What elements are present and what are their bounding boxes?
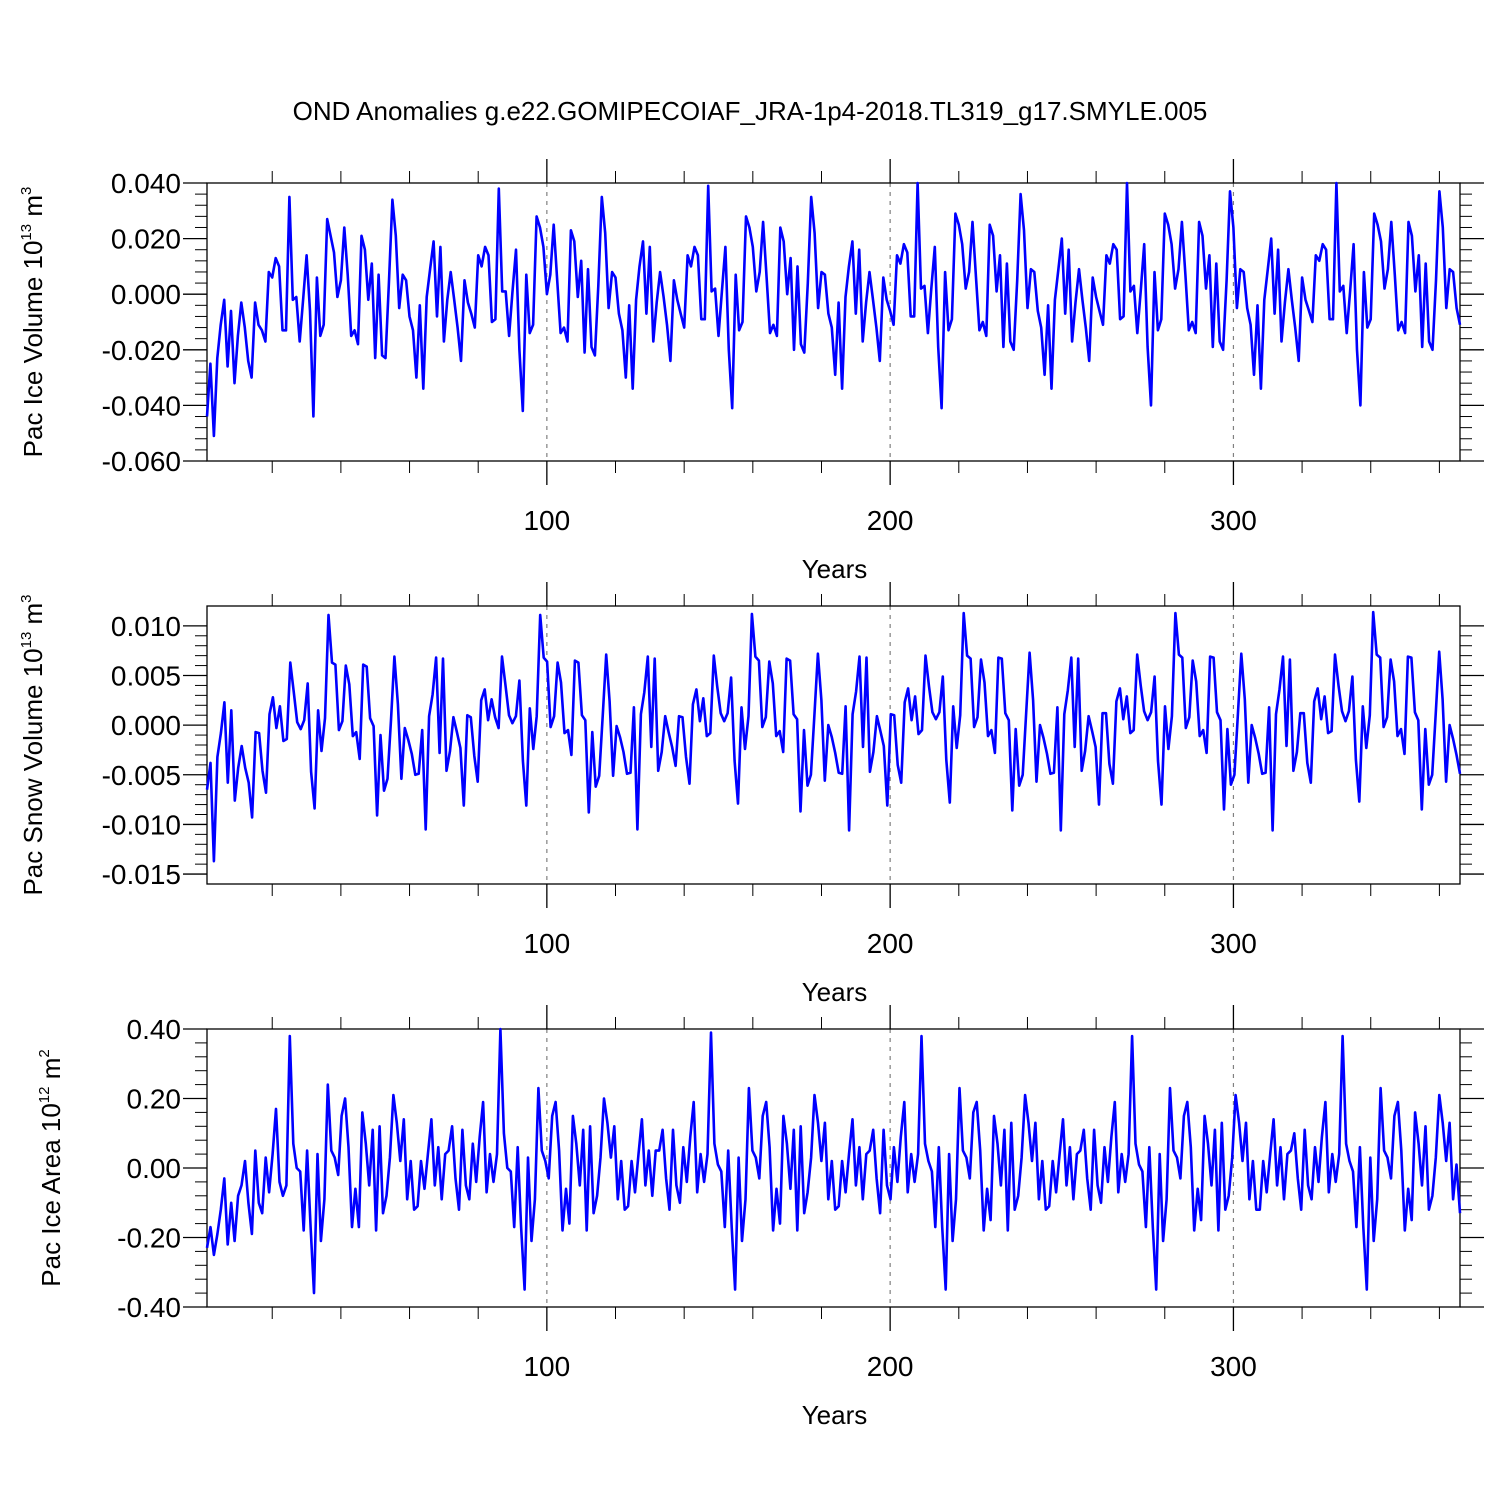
y-axis-label: Pac Snow Volume 1013 m3 <box>18 594 48 895</box>
y-tick-label: 0.005 <box>111 661 181 692</box>
x-tick-label: 100 <box>523 928 570 959</box>
y-tick-label: -0.40 <box>117 1292 181 1323</box>
figure-title: OND Anomalies g.e22.GOMIPECOIAF_JRA-1p4-… <box>293 96 1208 126</box>
x-axis-label: Years <box>802 977 868 1007</box>
y-tick-label: -0.015 <box>102 859 181 890</box>
panels: -0.060 -0.040 -0.020 0.000 0.020 0.040 100 200 3… <box>18 159 1484 1430</box>
x-tick-label: 200 <box>867 1351 914 1382</box>
y-tick-label: 0.00 <box>127 1153 182 1184</box>
y-tick-label: 0.000 <box>111 710 181 741</box>
y-tick-label: -0.20 <box>117 1223 181 1254</box>
x-tick-label: 100 <box>523 505 570 536</box>
panel-3: -0.40 -0.20 0.00 0.20 0.40 100 200 300 Years Pac … <box>36 1005 1484 1430</box>
y-axis-label: Pac Ice Area 1012 m2 <box>36 1049 66 1286</box>
panel-1: -0.060 -0.040 -0.020 0.000 0.020 0.040 100 200 3… <box>18 159 1484 584</box>
series-line <box>205 181 1462 438</box>
y-tick-label: 0.000 <box>111 279 181 310</box>
x-axis-label: Years <box>802 554 868 584</box>
panel-2: -0.015 -0.010 -0.005 0.000 0.005 0.010 100 200 3… <box>18 582 1484 1007</box>
x-tick-label: 100 <box>523 1351 570 1382</box>
y-tick-label: 0.040 <box>111 168 181 199</box>
y-tick-label: 0.010 <box>111 611 181 642</box>
y-tick-label: -0.060 <box>102 446 181 477</box>
y-tick-label: 0.020 <box>111 224 181 255</box>
series-line <box>205 1027 1462 1295</box>
y-tick-label: 0.40 <box>127 1014 182 1045</box>
y-tick-label: -0.020 <box>102 335 181 366</box>
y-axis-label: Pac Ice Volume 1013 m3 <box>18 187 48 458</box>
y-tick-label: -0.040 <box>102 390 181 421</box>
series-line <box>205 610 1462 863</box>
x-axis-label: Years <box>802 1400 868 1430</box>
x-tick-label: 200 <box>867 928 914 959</box>
y-tick-label: -0.010 <box>102 809 181 840</box>
x-tick-label: 200 <box>867 505 914 536</box>
y-tick-label: -0.005 <box>102 760 181 791</box>
x-tick-label: 300 <box>1210 928 1257 959</box>
x-tick-label: 300 <box>1210 1351 1257 1382</box>
x-tick-label: 300 <box>1210 505 1257 536</box>
y-tick-label: 0.20 <box>127 1084 182 1115</box>
